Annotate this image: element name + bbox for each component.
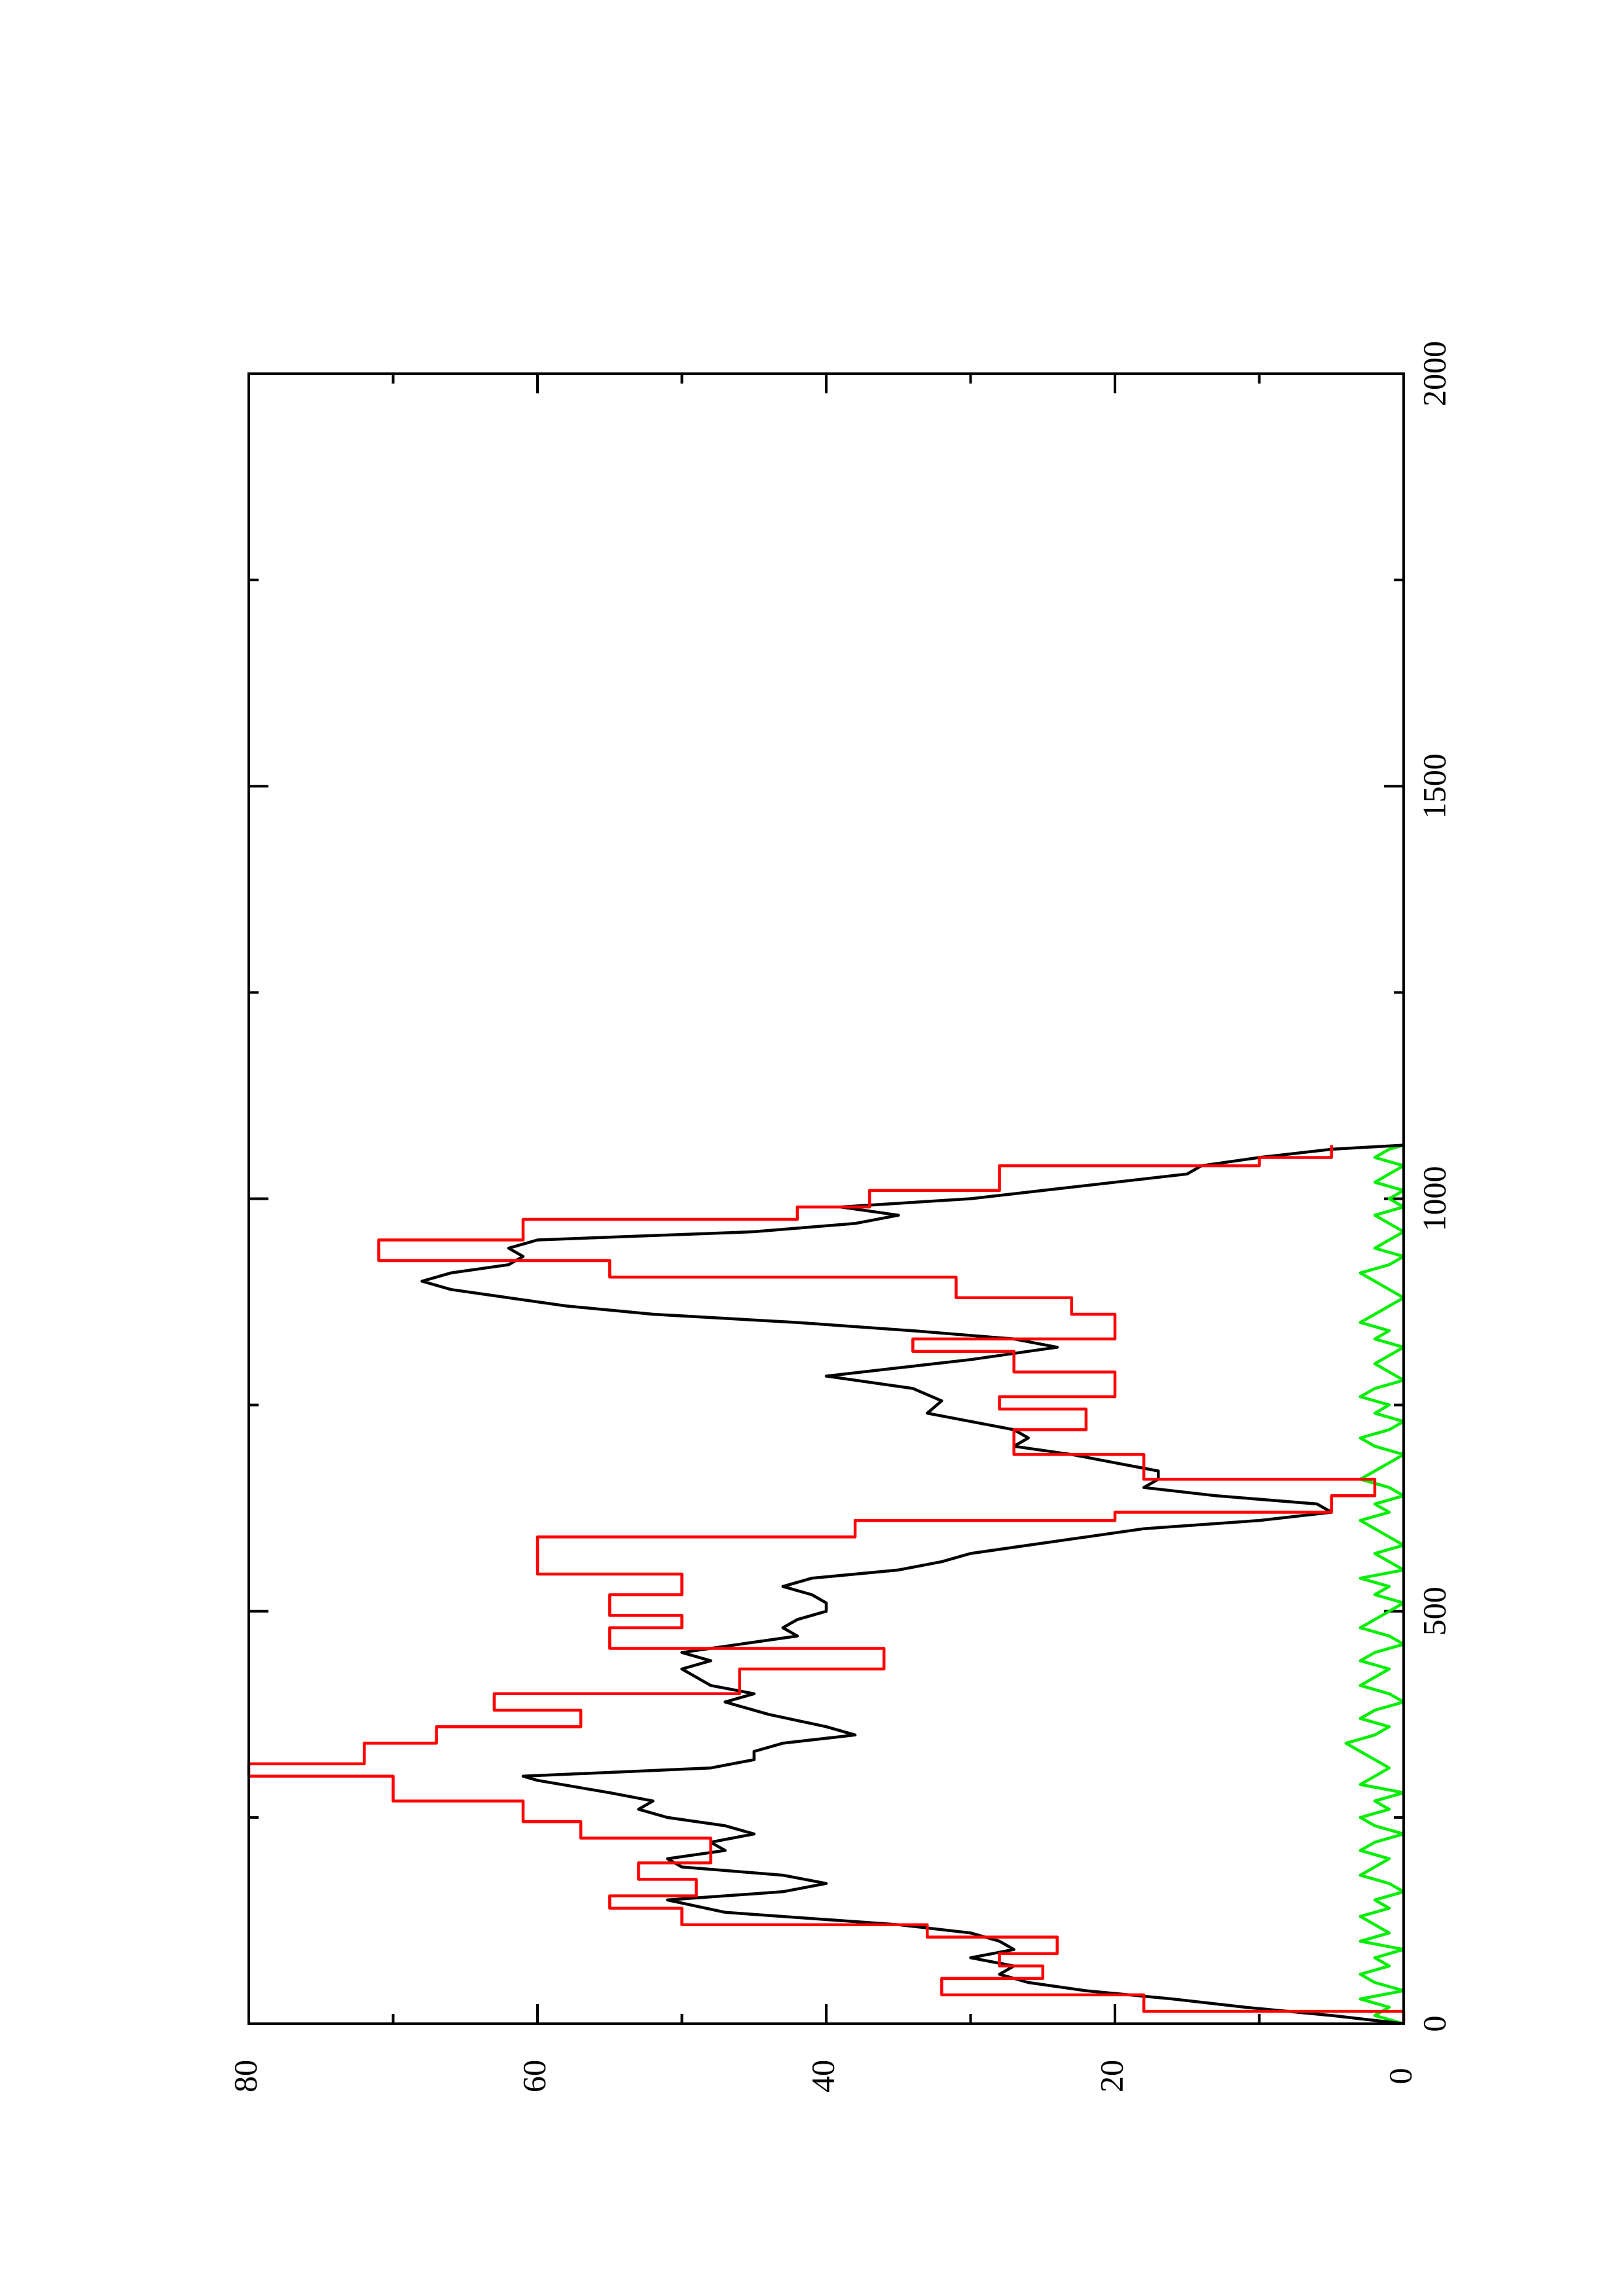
x-tick-label: 0 [1415, 2016, 1452, 2032]
x-tick-label: 500 [1415, 1587, 1452, 1636]
series-layer [247, 1143, 1406, 2026]
y-tick-label: 20 [1093, 2060, 1129, 2092]
y-tick-label: 60 [515, 2060, 552, 2092]
series-line [247, 1145, 1406, 2024]
plot-frame [247, 372, 1405, 2025]
series-line [420, 1143, 1404, 2026]
axis-tick-labels: 0 500 1000 1500 2000 0 20 40 60 80 [227, 341, 1452, 2092]
y-tick-label: 80 [227, 2060, 263, 2092]
x-tick-label: 1500 [1415, 753, 1452, 819]
y-tick-label: 40 [804, 2060, 841, 2092]
y-tick-label: 0 [1381, 2068, 1418, 2085]
x-tick-label: 1000 [1415, 1166, 1452, 1232]
x-tick-label: 2000 [1415, 341, 1452, 406]
series-line [1344, 1143, 1406, 2026]
